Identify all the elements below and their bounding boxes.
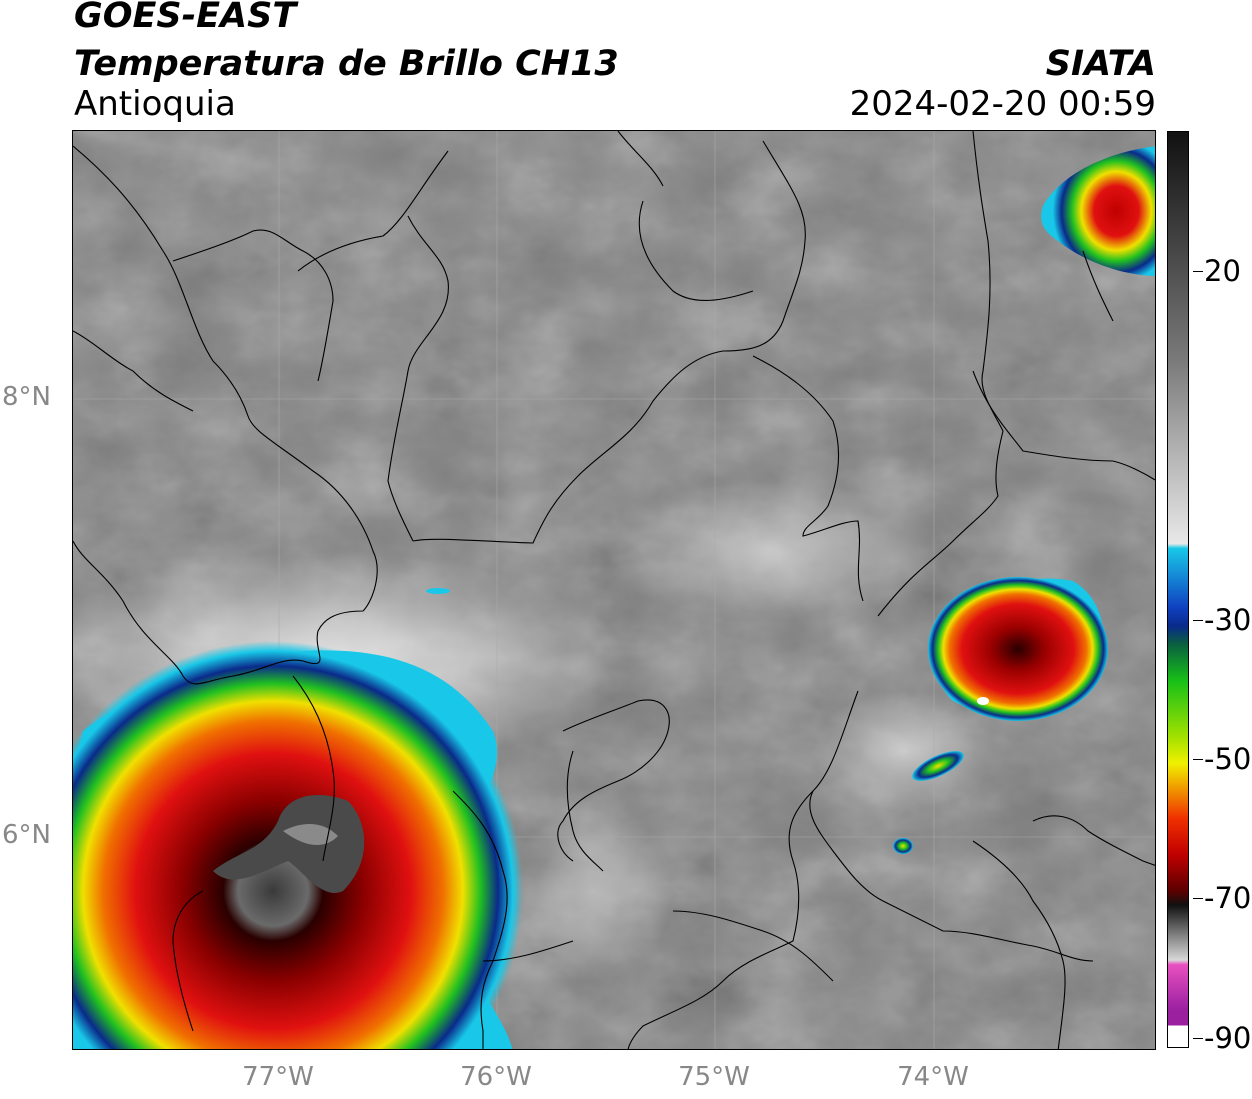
small-cell bbox=[912, 751, 964, 781]
lat-label-6n: 6°N bbox=[2, 820, 51, 850]
lat-label-8n: 8°N bbox=[2, 382, 51, 412]
colorbar-tick-20: 20 bbox=[1204, 254, 1241, 288]
lon-label-74w: 74°W bbox=[897, 1062, 969, 1092]
boundaries bbox=[73, 131, 1155, 1049]
storm-northeast bbox=[1041, 146, 1155, 276]
small-cell bbox=[893, 838, 913, 854]
storm-east bbox=[928, 577, 1108, 721]
organization-label: SIATA bbox=[1045, 44, 1156, 84]
satellite-title: GOES-EAST bbox=[74, 0, 297, 36]
colorbar bbox=[1167, 131, 1189, 1048]
storm-southwest bbox=[73, 641, 523, 1049]
small-cell bbox=[426, 588, 450, 594]
satellite-map[interactable] bbox=[72, 130, 1156, 1050]
colorbar-tick-minus70: -70 bbox=[1204, 881, 1252, 915]
colorbar-tick-minus90: -90 bbox=[1204, 1021, 1252, 1055]
colorbar-tick-minus30: -30 bbox=[1204, 603, 1252, 637]
colorbar-gradient bbox=[1168, 132, 1188, 1047]
map-canvas bbox=[73, 131, 1155, 1049]
lon-label-76w: 76°W bbox=[460, 1062, 532, 1092]
colorbar-tick-minus50: -50 bbox=[1204, 742, 1252, 776]
product-title: Temperatura de Brillo CH13 bbox=[74, 44, 619, 84]
lon-label-77w: 77°W bbox=[242, 1062, 314, 1092]
datetime-label: 2024-02-20 00:59 bbox=[849, 84, 1156, 124]
lon-label-75w: 75°W bbox=[678, 1062, 750, 1092]
region-label: Antioquia bbox=[74, 84, 236, 124]
